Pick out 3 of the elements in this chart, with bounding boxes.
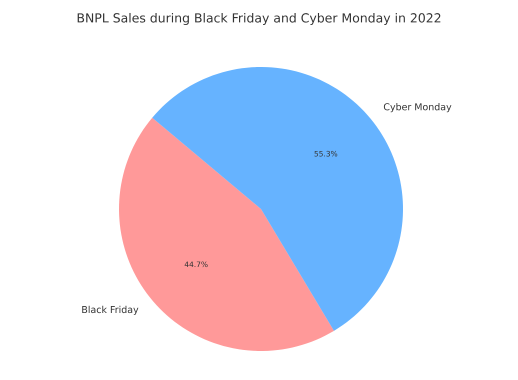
slice-label: Black Friday — [82, 306, 138, 315]
slice-label: Cyber Monday — [384, 103, 452, 112]
chart-title: BNPL Sales during Black Friday and Cyber Monday in 2022 — [78, 12, 440, 26]
